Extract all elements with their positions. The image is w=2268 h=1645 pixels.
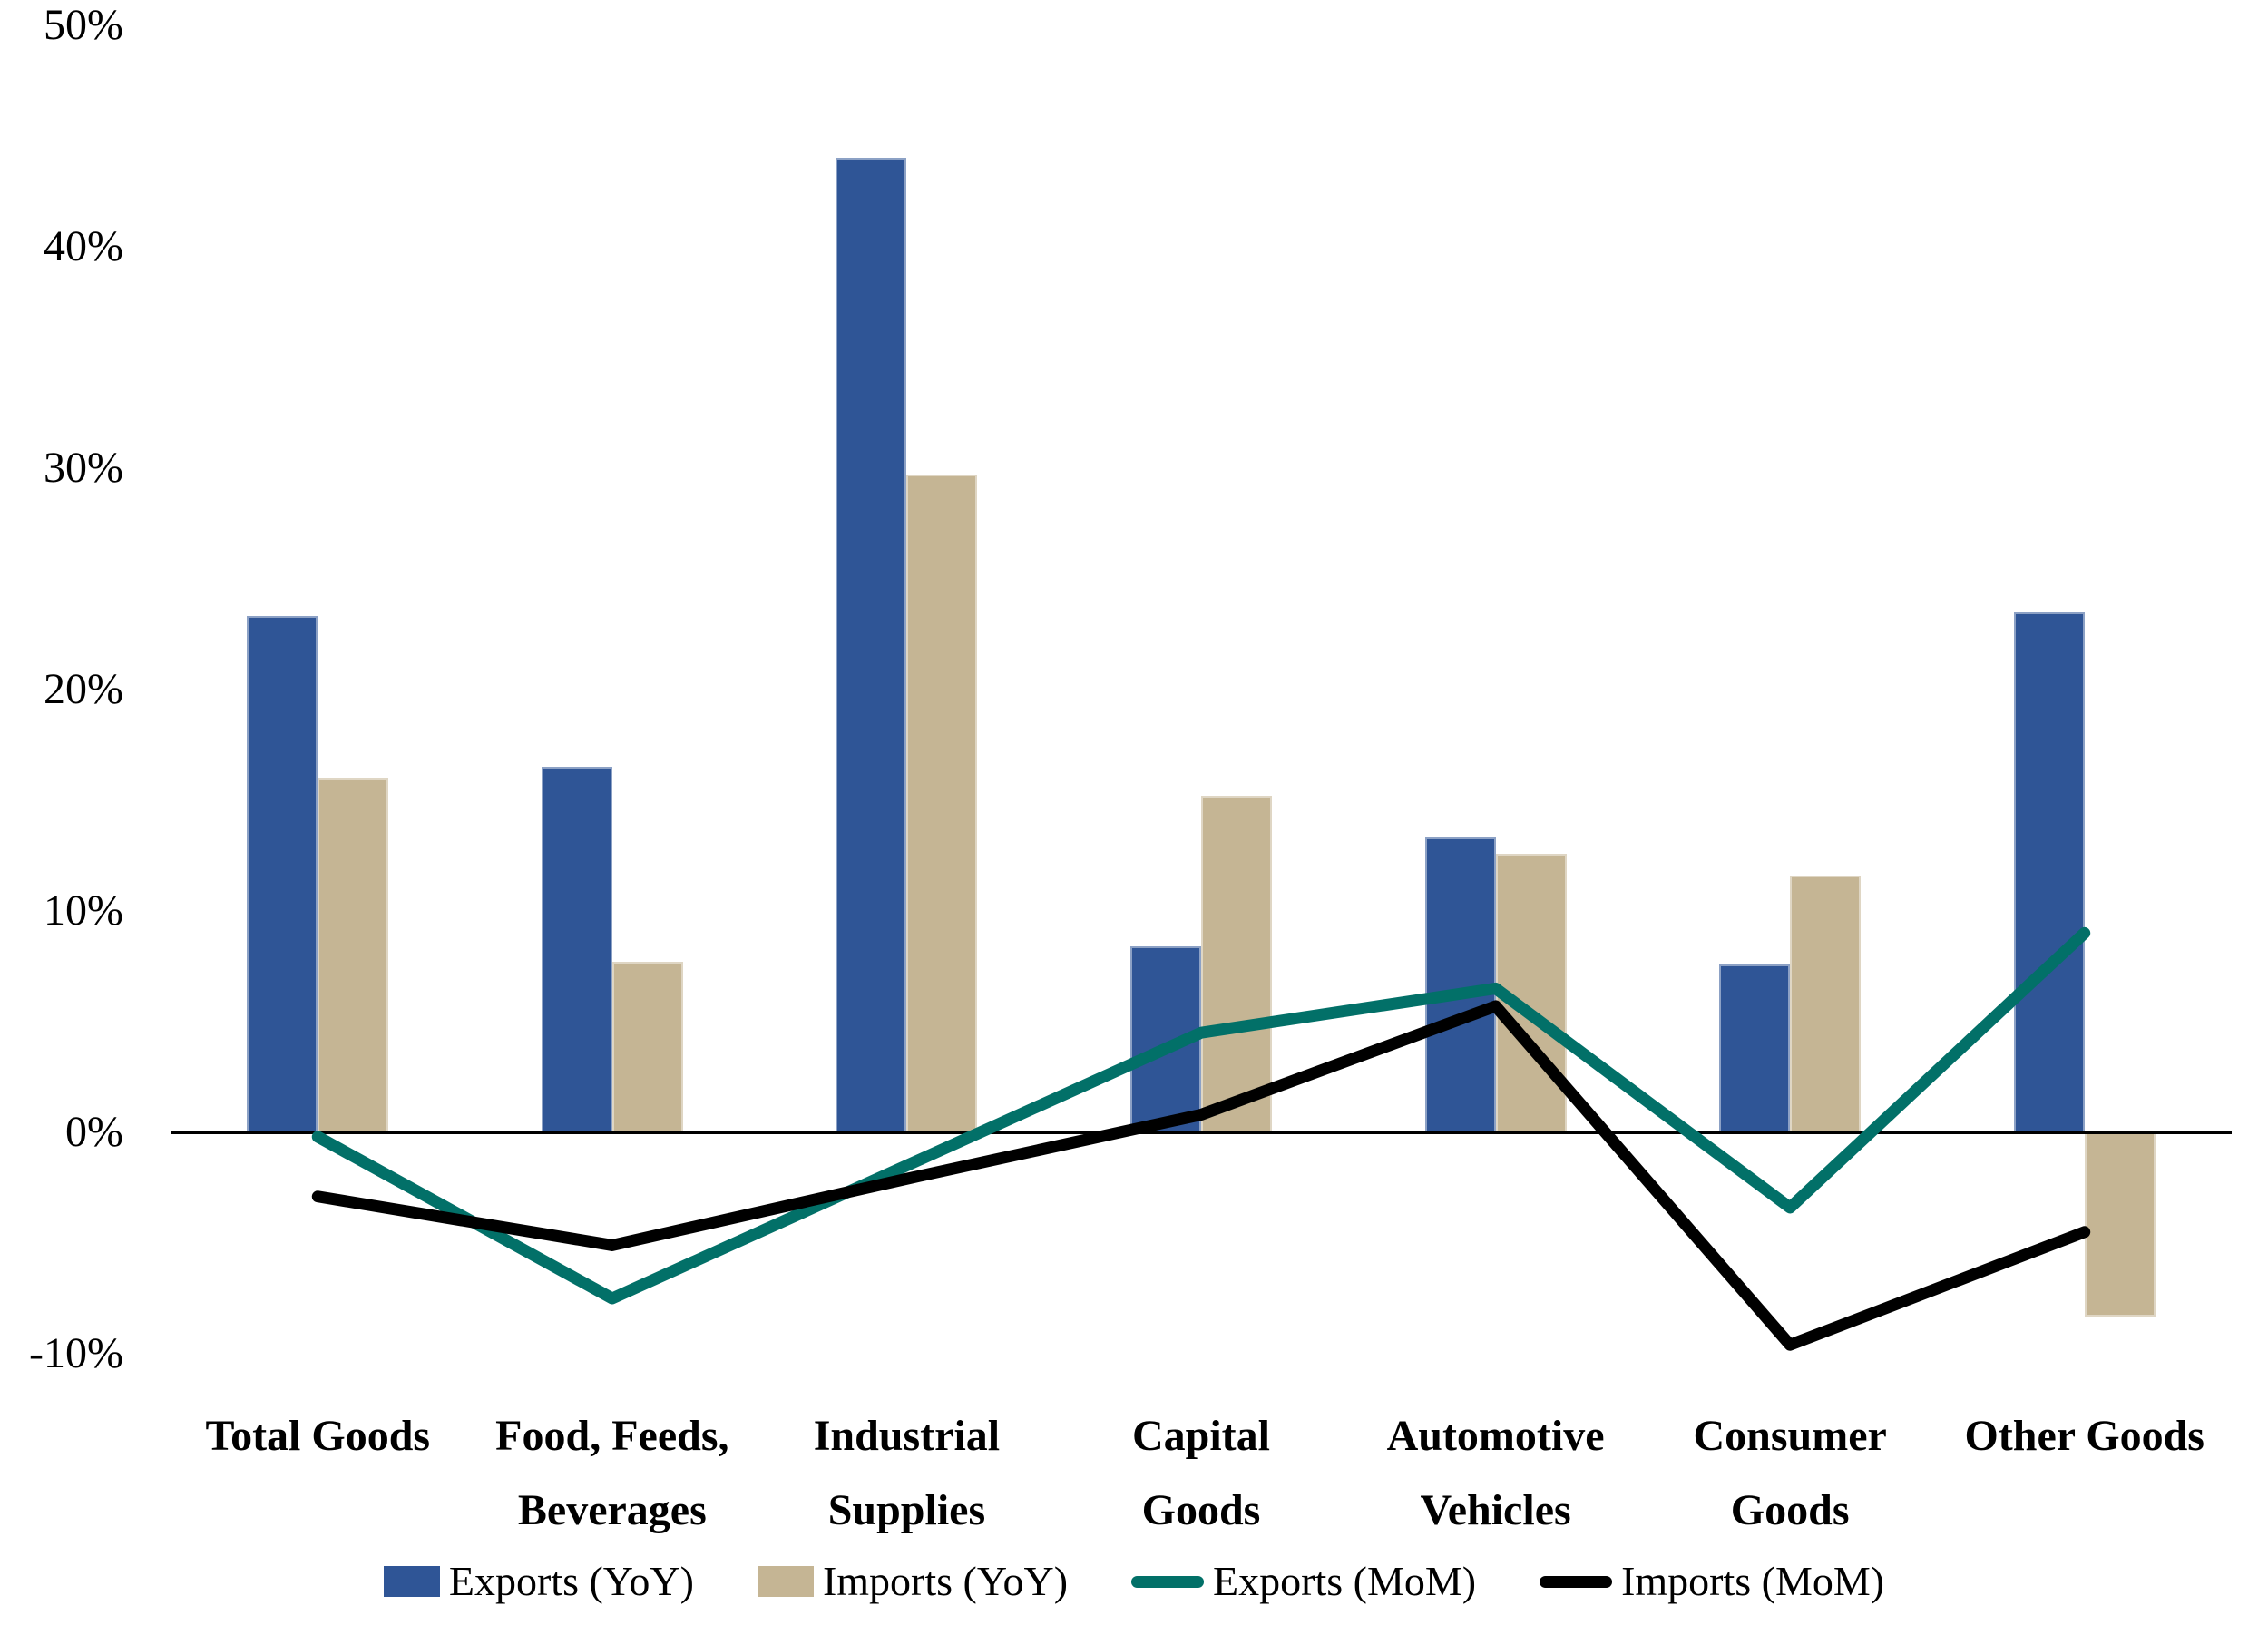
legend-item-imports-yoy: Imports (YoY) bbox=[757, 1553, 1069, 1610]
category-label-automotive-vehicles: Automotive Vehicles bbox=[1333, 1399, 1659, 1548]
category-label-line: Supplies bbox=[827, 1486, 986, 1534]
bar-exports-yoy-consumer-goods bbox=[1719, 964, 1791, 1132]
category-label-other-goods: Other Goods bbox=[1921, 1399, 2248, 1474]
category-label-consumer-goods: Consumer Goods bbox=[1627, 1399, 1953, 1548]
category-label-line: Goods bbox=[1141, 1486, 1261, 1534]
y-tick-label-0: 0% bbox=[65, 1108, 123, 1156]
category-label-line: Capital bbox=[1131, 1412, 1270, 1460]
legend-swatch-exports-yoy bbox=[383, 1566, 440, 1597]
category-label-line: Other Goods bbox=[1964, 1412, 2204, 1460]
bar-imports-yoy-food-feeds-beverages bbox=[611, 962, 683, 1132]
category-label-food-feeds-beverages: Food, Feeds, Beverages bbox=[449, 1399, 776, 1548]
y-tick-label-40: 40% bbox=[44, 222, 123, 270]
category-label-total-goods: Total Goods bbox=[154, 1399, 481, 1474]
category-label-industrial-supplies: Industrial Supplies bbox=[743, 1399, 1070, 1548]
imports-mom-line bbox=[311, 1000, 2091, 1351]
bar-imports-yoy-industrial-supplies bbox=[906, 475, 978, 1132]
category-label-line: Industrial bbox=[813, 1412, 1001, 1460]
category-label-line: Consumer bbox=[1693, 1412, 1887, 1460]
legend-swatch-exports-mom bbox=[1131, 1575, 1205, 1588]
category-label-line: Goods bbox=[1730, 1486, 1850, 1534]
category-label-line: Total Goods bbox=[205, 1412, 431, 1460]
legend-label: Exports (MoM) bbox=[1213, 1558, 1477, 1604]
y-tick-label-20: 20% bbox=[44, 665, 123, 713]
x-axis-line bbox=[171, 1131, 2232, 1134]
legend-item-exports-yoy: Exports (YoY) bbox=[383, 1553, 694, 1610]
legend-label: Imports (MoM) bbox=[1621, 1558, 1885, 1604]
bar-exports-yoy-total-goods bbox=[247, 616, 318, 1132]
legend: Exports (YoY) Imports (YoY) Exports (MoM) I… bbox=[0, 1553, 2268, 1610]
legend-label: Exports (YoY) bbox=[448, 1558, 694, 1604]
legend-item-exports-mom: Exports (MoM) bbox=[1131, 1553, 1476, 1610]
y-tick-label-50: 50% bbox=[44, 1, 123, 49]
category-label-line: Food, Feeds, bbox=[495, 1412, 729, 1460]
bar-exports-yoy-industrial-supplies bbox=[836, 158, 907, 1132]
y-tick-label-10: 10% bbox=[44, 886, 123, 935]
y-tick-label-30: 30% bbox=[44, 444, 123, 492]
legend-item-imports-mom: Imports (MoM) bbox=[1540, 1553, 1884, 1610]
y-tick-label-10: -10% bbox=[29, 1329, 123, 1377]
legend-label: Imports (YoY) bbox=[822, 1558, 1069, 1604]
bar-exports-yoy-other-goods bbox=[2013, 612, 2085, 1132]
exports-mom-line bbox=[311, 926, 2091, 1305]
legend-swatch-imports-mom bbox=[1540, 1575, 1613, 1588]
category-label-line: Automotive bbox=[1386, 1412, 1605, 1460]
category-label-line: Vehicles bbox=[1420, 1486, 1571, 1534]
category-label-capital-goods: Capital Goods bbox=[1038, 1399, 1364, 1548]
bar-imports-yoy-total-goods bbox=[318, 778, 389, 1132]
bar-exports-yoy-food-feeds-beverages bbox=[541, 767, 612, 1132]
legend-swatch-imports-yoy bbox=[757, 1566, 814, 1597]
bar-imports-yoy-other-goods bbox=[2084, 1132, 2156, 1317]
category-label-line: Beverages bbox=[517, 1486, 707, 1534]
